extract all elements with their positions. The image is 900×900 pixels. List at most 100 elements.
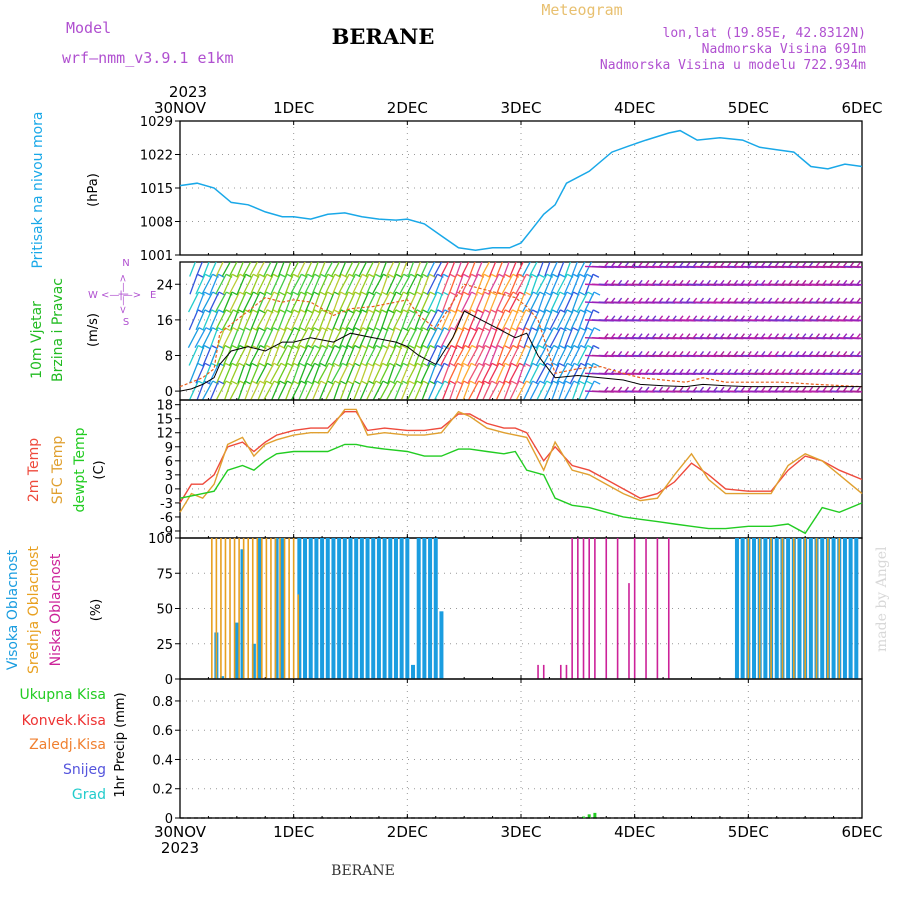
x-label-top: 3DEC — [500, 99, 541, 117]
temperature-ytick-label: 12 — [156, 427, 173, 442]
precip-ytick-label: 0.2 — [152, 783, 173, 798]
cloud-mid-bar — [233, 538, 236, 679]
cloud-high-bar — [240, 549, 245, 679]
x-label-bottom: 5DEC — [728, 823, 769, 841]
wind-barb — [250, 327, 260, 348]
wind-barb — [441, 291, 451, 313]
wind-barb — [215, 273, 227, 295]
wind-barb — [324, 273, 336, 295]
wind-barb-flag — [239, 380, 247, 385]
wind-barb — [344, 309, 357, 331]
wind-barb — [352, 291, 362, 313]
wind-barb — [339, 309, 349, 331]
wind-barb — [255, 309, 268, 331]
precip-legend-item: Grad — [72, 787, 106, 803]
wind-barb — [345, 291, 356, 313]
wind-barb — [555, 362, 568, 384]
wind-barb — [850, 354, 862, 357]
wind-barb-flag — [396, 256, 402, 259]
wind-barb — [256, 291, 267, 313]
wind-barb-flag — [579, 327, 587, 332]
cloud-low-bar — [633, 538, 636, 679]
wind-barb — [277, 327, 288, 348]
wind-barb — [325, 327, 335, 348]
wind-barb-flag — [442, 291, 450, 296]
wind-barb-flag — [368, 380, 375, 385]
wind-barb — [495, 262, 504, 277]
wind-barb — [426, 273, 438, 295]
wind-barb-flag — [251, 327, 259, 332]
wind-barb-flag — [449, 273, 457, 278]
wind-barb-flag — [244, 327, 252, 332]
wind-barb — [189, 274, 198, 295]
wind-barb — [502, 363, 512, 384]
wind-barb-flag — [211, 309, 218, 314]
wind-barb — [440, 262, 449, 277]
wind-barb-flag — [231, 273, 239, 278]
wind-barb-flag — [532, 309, 539, 314]
wind-barb — [325, 363, 335, 384]
wind-barb — [380, 262, 388, 277]
wind-barb-flag — [280, 256, 286, 259]
wind-barb — [196, 345, 205, 366]
wind-barb-flag — [258, 309, 266, 314]
wind-barb-flag — [347, 309, 354, 314]
wind-barb-flag — [272, 273, 280, 278]
wind-barb — [318, 309, 328, 331]
wind-barb — [214, 291, 227, 313]
wind-barb — [448, 274, 458, 295]
wind-barb-flag — [395, 309, 403, 314]
wind-barb — [413, 291, 424, 313]
wind-barb — [556, 291, 568, 313]
wind-barb-flag — [586, 380, 593, 385]
wind-barb — [215, 262, 224, 277]
temperature-ytick-label: 3 — [165, 469, 173, 484]
wind-barb — [324, 345, 336, 366]
wind-barb-flag — [353, 380, 361, 385]
cloud-low-bar — [656, 538, 659, 679]
wind-barb — [338, 262, 347, 277]
wind-barb-flag — [517, 309, 525, 314]
wind-barb — [380, 327, 389, 348]
wind-barb — [221, 262, 231, 277]
wind-barb — [474, 363, 486, 384]
cloud-mid-bar — [215, 538, 218, 679]
wind-barb — [236, 327, 246, 348]
wind-barb-flag — [211, 256, 217, 259]
wind-barb — [481, 274, 492, 295]
temperature-ytick-label: 15 — [156, 413, 173, 428]
wind-barb — [523, 345, 533, 366]
wind-barb — [310, 345, 323, 366]
wind-barb — [379, 363, 391, 384]
wind-barb — [549, 262, 558, 277]
wind-barb — [535, 327, 548, 348]
wind-barb-flag — [585, 309, 593, 314]
x-label-top: 4DEC — [614, 99, 655, 117]
wind-barb-flag — [218, 309, 225, 314]
wind-barb-flag — [368, 291, 375, 296]
wind-barb — [468, 262, 476, 277]
wind-barb — [571, 291, 580, 313]
wind-barb — [202, 345, 213, 366]
wind-barb-flag — [456, 344, 464, 350]
wind-barb — [366, 363, 376, 384]
wind-barb — [270, 309, 281, 331]
cloud-mid-bar — [229, 538, 231, 679]
wind-barb-flag — [409, 256, 415, 259]
wind-barb — [243, 309, 254, 331]
wind-barb — [310, 327, 323, 348]
wind-frame — [179, 261, 863, 401]
wind-barb — [378, 291, 391, 313]
wind-barb — [515, 309, 527, 331]
wind-barb — [419, 309, 432, 331]
wind-barb — [556, 345, 568, 366]
temp-axis-name: SFC Temp — [50, 436, 66, 505]
cloud-high-bar — [371, 538, 376, 679]
wind-barb-flag — [477, 291, 484, 296]
wind-barb-flag — [219, 256, 225, 259]
wind-barb-flag — [592, 362, 600, 367]
wind-barb-flag — [307, 273, 314, 278]
wind-barb — [256, 273, 268, 295]
model-altitude-label: Nadmorska Visina u modelu 722.934m — [600, 58, 866, 73]
cloud-low-bar — [537, 664, 539, 679]
